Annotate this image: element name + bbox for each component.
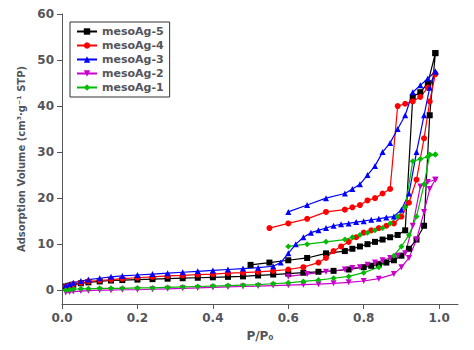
svg-text:20: 20 [37, 191, 54, 205]
svg-text:1.0: 1.0 [429, 311, 450, 325]
svg-text:0: 0 [46, 283, 54, 297]
svg-text:40: 40 [37, 99, 54, 113]
svg-text:60: 60 [37, 7, 54, 21]
svg-text:P/P₀: P/P₀ [246, 329, 273, 343]
svg-text:mesoAg-2: mesoAg-2 [102, 67, 164, 80]
svg-text:50: 50 [37, 53, 54, 67]
svg-text:0.0: 0.0 [51, 311, 72, 325]
svg-text:mesoAg-5: mesoAg-5 [102, 25, 164, 38]
svg-text:0.4: 0.4 [202, 311, 223, 325]
svg-text:mesoAg-1: mesoAg-1 [102, 81, 164, 94]
svg-text:0.2: 0.2 [127, 311, 148, 325]
svg-text:30: 30 [37, 145, 54, 159]
svg-text:0.8: 0.8 [353, 311, 374, 325]
svg-text:mesoAg-3: mesoAg-3 [102, 53, 164, 66]
svg-text:mesoAg-4: mesoAg-4 [102, 39, 164, 52]
svg-text:0.6: 0.6 [278, 311, 299, 325]
svg-text:10: 10 [37, 237, 54, 251]
svg-text:Adsorption Volume (cm³·g⁻¹ STP: Adsorption Volume (cm³·g⁻¹ STP) [16, 66, 27, 252]
